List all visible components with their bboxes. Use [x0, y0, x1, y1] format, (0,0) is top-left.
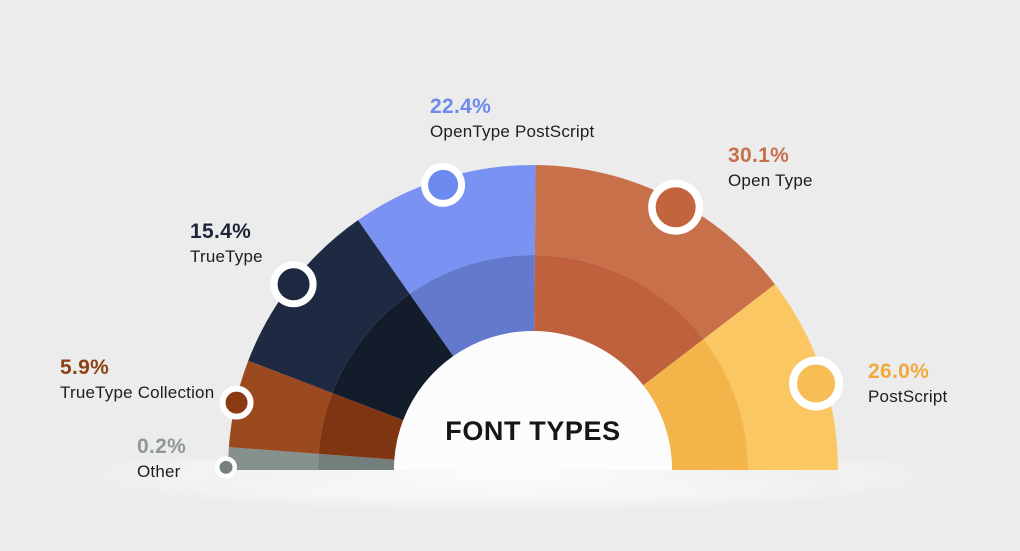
chart-title: FONT TYPES: [445, 416, 621, 446]
arc-outer-opentype-postscript: [358, 165, 536, 294]
marker-dot-truetype: [270, 261, 317, 308]
segment-label-open-type: 30.1% Open Type: [728, 145, 813, 189]
arc-inner-truetype-collection: [318, 392, 404, 460]
segment-name: TrueType Collection: [60, 383, 215, 402]
segment-percent: 30.1%: [728, 144, 790, 167]
marker-dot-open-type: [648, 179, 704, 235]
donut-hole: [394, 331, 672, 470]
segment-label-other: 0.2% Other: [137, 436, 186, 480]
segment-label-opentype-postscript: 22.4% OpenType PostScript: [430, 96, 594, 140]
arc-outer-postscript: [703, 284, 838, 470]
segment-name: Open Type: [728, 171, 813, 190]
arc-inner-truetype: [332, 293, 454, 421]
arc-inner-opentype-postscript: [409, 255, 535, 357]
marker-dot-other: [215, 456, 238, 479]
arc-outer-other: [228, 447, 319, 470]
segment-percent: 15.4%: [190, 220, 252, 243]
segment-name: OpenType PostScript: [430, 122, 595, 141]
segment-percent: 26.0%: [868, 360, 930, 383]
segment-label-truetype-collection: 5.9% TrueType Collection: [60, 357, 214, 401]
segment-label-postscript: 26.0% PostScript: [868, 361, 947, 405]
segment-percent: 5.9%: [60, 356, 110, 379]
segment-name: PostScript: [868, 387, 948, 406]
segment-percent: 0.2%: [137, 435, 187, 458]
arc-inner-postscript: [643, 339, 748, 470]
marker-dot-opentype-postscript: [421, 162, 466, 207]
arc-outer-truetype-collection: [228, 360, 333, 454]
segment-name: TrueType: [190, 247, 263, 266]
segment-label-truetype: 15.4% TrueType: [190, 221, 263, 265]
marker-dot-truetype-collection: [219, 385, 254, 420]
segment-percent: 22.4%: [430, 95, 492, 118]
arc-inner-other: [318, 453, 395, 470]
marker-dot-postscript: [789, 356, 844, 411]
arc-outer-truetype: [248, 220, 410, 393]
arc-inner-open-type: [534, 255, 704, 386]
arc-outer-open-type: [534, 165, 775, 340]
segment-name: Other: [137, 462, 181, 481]
